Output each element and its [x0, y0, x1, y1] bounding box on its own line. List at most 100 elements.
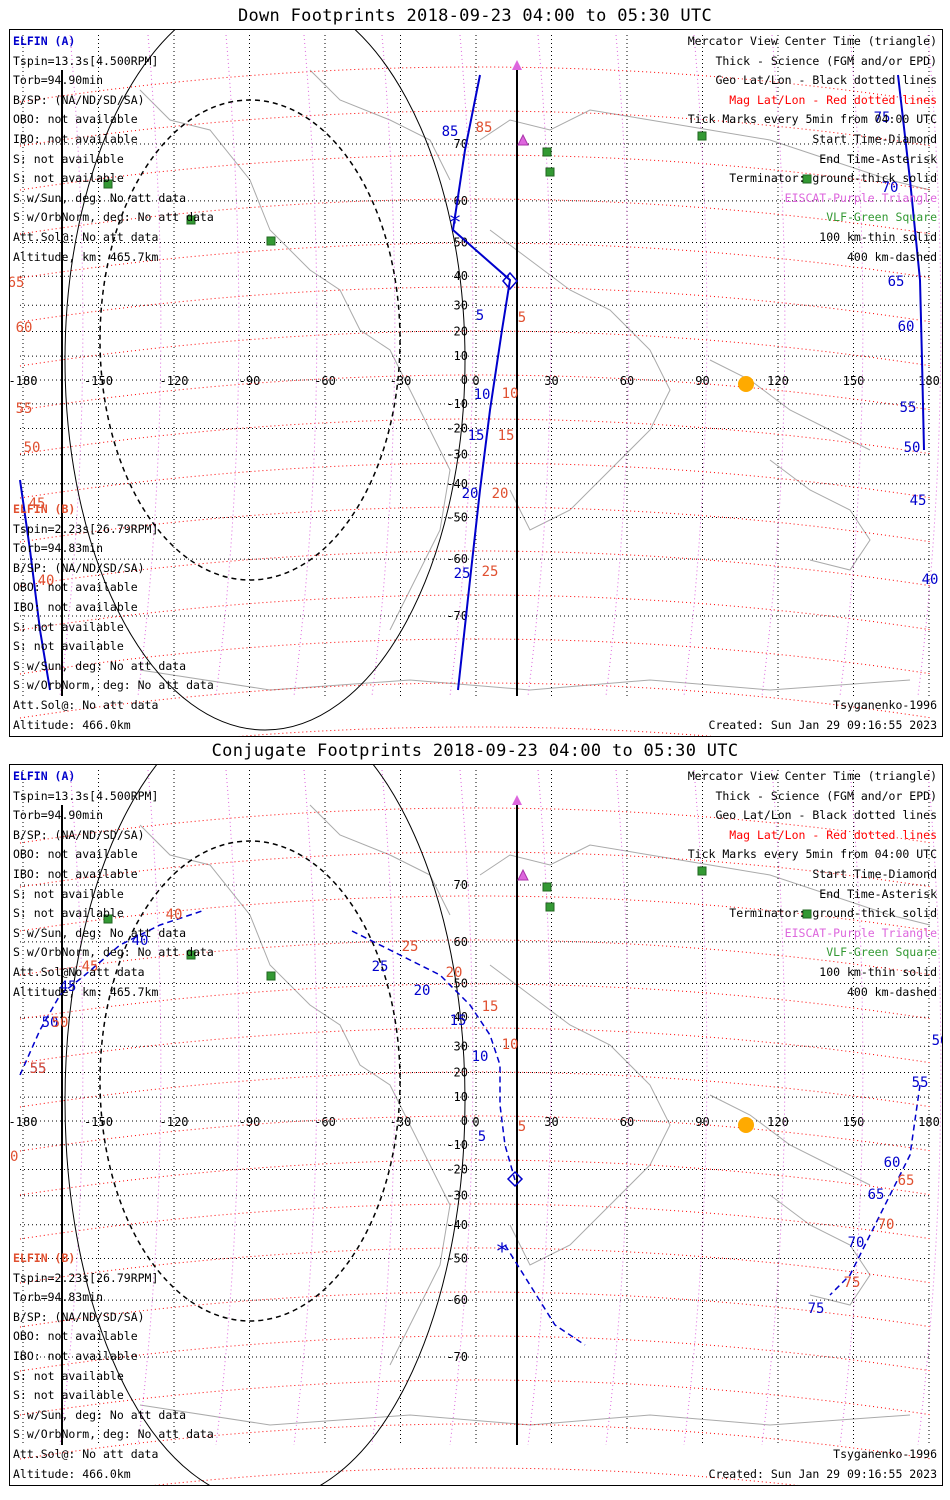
elfin-a-time-label: 10: [474, 387, 491, 403]
legend-item: VLF-Green Square: [826, 210, 937, 225]
elfin-b-line: B/SP: (NA/ND/SD/SA): [13, 560, 145, 575]
coastline: [309, 804, 451, 916]
elfin-b-line: Altitude: 466.0km: [13, 1466, 131, 1481]
elfin-b-line: Tspin=2.23s[26.79RPM]: [13, 521, 159, 536]
elfin-a-lat-label: 50: [42, 1015, 59, 1031]
elfin-a-line: S: not available: [13, 171, 124, 186]
legend-item: Tick Marks every 5min from 04:00 UTC: [687, 112, 937, 127]
elfin-a-line: Att.Sol@: No att data: [13, 229, 159, 244]
lon-tick-label: 120: [767, 374, 789, 388]
vlf-square: [545, 902, 555, 912]
coastline: [489, 229, 671, 531]
elfin-a-lat-label: 55: [30, 1061, 47, 1077]
created-label: Created: Sun Jan 29 09:16:55 2023: [708, 717, 937, 732]
elfin-b-time-label: 5: [518, 310, 526, 326]
elfin-b-header: ELFIN (B): [13, 1251, 76, 1265]
coastline: [139, 669, 911, 691]
elfin-b-info-conj: ELFIN (B) Tspin=2.23s[26.79RPM] Torb=94.…: [13, 1249, 214, 1484]
elfin-b-conj-track-left: [19, 909, 206, 1076]
footer-down: Tsyganenko-1996 Created: Sun Jan 29 09:1…: [709, 696, 937, 735]
mag-lon-line: [449, 34, 474, 697]
lat-tick-label: 70: [454, 878, 468, 892]
lon-tick-label: -30: [390, 374, 412, 388]
mag-lon-line: [761, 34, 786, 697]
elfin-a-lat-label: 45: [910, 493, 927, 509]
lat-tick-label: 30: [454, 298, 468, 312]
lat-tick-label: -40: [446, 477, 468, 491]
elfin-b-lat-label: 65: [898, 1173, 915, 1189]
lon-tick-label: 150: [843, 374, 865, 388]
mag-lon-line: [293, 34, 318, 697]
lat-tick-label: -60: [446, 1293, 468, 1307]
map-canvas-down: 706050403020100-10-20-30-40-50-60-70-180…: [10, 30, 942, 736]
lon-tick-label: -120: [160, 1115, 189, 1129]
vlf-square: [103, 914, 113, 924]
elfin-a-lat-label: 50: [932, 1033, 942, 1049]
elfin-a-track: [451, 74, 512, 691]
end-asterisk: *: [495, 1240, 508, 1265]
lon-tick-label: -150: [84, 374, 113, 388]
elfin-a-line: Torb=94.90min: [13, 808, 104, 823]
legend-item: 100 km-thin solid: [819, 229, 937, 244]
footer-conj: Tsyganenko-1996 Created: Sun Jan 29 09:1…: [709, 1445, 937, 1484]
mag-lon-line: [527, 769, 552, 1446]
lat-tick-label: -20: [446, 1162, 468, 1176]
terminator-400km: [99, 99, 401, 581]
elfin-a-lat-label: 45: [60, 979, 77, 995]
elfin-b-lat-label: 50: [52, 1015, 69, 1031]
elfin-b-line: OBO: not available: [13, 1329, 138, 1344]
map-canvas-conjugate: 70 60 50 40 30 20 10 0 -10 -20 -30 -40 -50 -60 -70 -180…: [10, 765, 942, 1485]
mag-lon-line: [215, 34, 240, 697]
lon-tick-label: 90: [695, 1115, 709, 1129]
lat-tick-label: 70: [454, 137, 468, 151]
lon-tick-label: 180: [918, 374, 940, 388]
elfin-b-line: S w/Sun, deg: No att data: [13, 1407, 187, 1422]
mag-lon-line: [917, 769, 942, 1446]
elfin-a-lat-label: 65: [888, 274, 905, 290]
vlf-square: [103, 179, 113, 189]
vlf-square: [186, 215, 196, 225]
elfin-a-line: B/SP: (NA/ND/SD/SA): [13, 827, 145, 842]
elfin-a-time-label: 5: [476, 308, 484, 324]
elfin-a-lat-label: 60: [898, 319, 915, 335]
elfin-a-line: OBO: not available: [13, 847, 138, 862]
elfin-a-header: ELFIN (A): [13, 769, 76, 783]
lon-tick-label: -150: [84, 1115, 113, 1129]
lon-tick-label: -60: [314, 1115, 336, 1129]
legend-conj: Mercator View Center Time (triangle) Thi…: [688, 767, 937, 1002]
vlf-square: [186, 950, 196, 960]
elfin-a-time-label: 20: [462, 486, 479, 502]
panel-title-conjugate: Conjugate Footprints 2018-09-23 04:00 to…: [211, 741, 739, 761]
lat-tick-label: 60: [454, 935, 468, 949]
elfin-b-line: S: not available: [13, 639, 124, 654]
lat-tick-label: -50: [446, 510, 468, 524]
lat-tick-label: -10: [446, 1138, 468, 1152]
elfin-a-time-label: 5: [478, 1129, 486, 1145]
coastline: [489, 964, 671, 1266]
elfin-a-lat-label: 55: [912, 1075, 929, 1091]
vlf-square: [542, 147, 552, 157]
elfin-b-line: S: not available: [13, 1368, 124, 1383]
lat-tick-label: -20: [446, 421, 468, 435]
elfin-a-info-conj: ELFIN (A) Tspin=13.3s[4.500RPM] Torb=94.…: [13, 767, 214, 1002]
elfin-a-lat-label: 60: [884, 1155, 901, 1171]
elfin-b-line: Att.Sol@: No att data: [13, 1446, 159, 1461]
coastline: [769, 459, 871, 571]
coastline: [309, 69, 451, 181]
lon-tick-label: 60: [620, 1115, 634, 1129]
lat-tick-label: -60: [446, 552, 468, 566]
coastline: [139, 1404, 911, 1426]
lat-tick-label: -30: [446, 448, 468, 462]
elfin-a-line: S w/Sun, deg: No att data: [13, 925, 187, 940]
elfin-a-time-label: 25: [372, 959, 389, 975]
elfin-b-time-label: 15: [498, 428, 515, 444]
lat-tick-label: -10: [446, 397, 468, 411]
elfin-a-line: Torb=94.90min: [13, 73, 104, 88]
elfin-b-line: IBO: not available: [13, 1348, 138, 1363]
coastline: [139, 89, 451, 631]
elfin-a-line: S w/Sun, deg: No att data: [13, 190, 187, 205]
vlf-square: [697, 866, 707, 876]
legend-item: Thick - Science (FGM and/or EPD): [715, 53, 937, 68]
elfin-a-time-label: 10: [472, 1049, 489, 1065]
elfin-b-line: B/SP: (NA/ND/SD/SA): [13, 1309, 145, 1324]
